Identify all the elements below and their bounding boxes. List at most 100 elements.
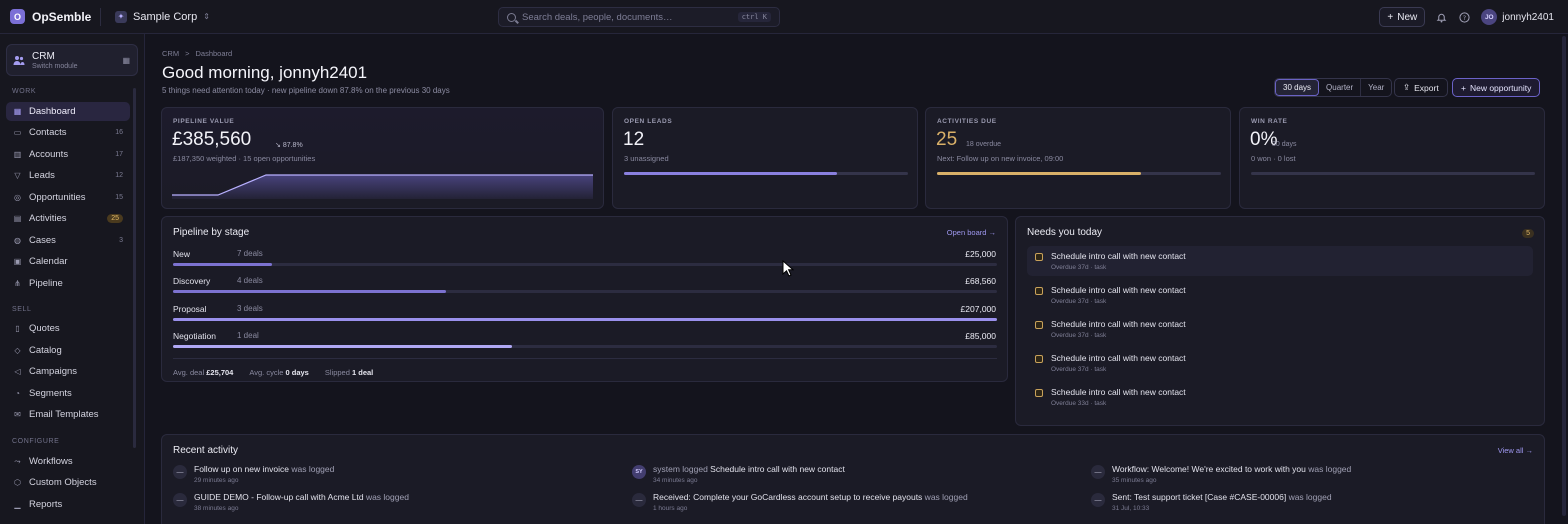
breadcrumb-crm[interactable]: CRM — [162, 49, 180, 58]
activity-item[interactable]: — GUIDE DEMO - Follow-up call with Acme … — [173, 492, 409, 512]
bell-icon[interactable] — [1435, 11, 1448, 24]
stat-avg-cycle: Avg. cycle 0 days — [249, 368, 309, 377]
open-board-link[interactable]: Open board → — [946, 228, 996, 237]
activity-suffix: was logged — [288, 464, 335, 474]
activity-title: Schedule intro call with new contact — [710, 464, 845, 474]
lifebuoy-icon: ◍ — [14, 236, 21, 245]
sidebar-item-custom-objects[interactable]: ⬡ Custom Objects — [6, 473, 130, 492]
sidebar-item-activities[interactable]: ▤ Activities 25 — [6, 209, 130, 228]
activity-title: Follow up on new invoice — [194, 464, 289, 474]
export-button[interactable]: ⇪ Export — [1394, 78, 1448, 97]
stage-bar-track — [173, 345, 997, 348]
kpi-win-rate[interactable]: WIN RATE 0% 30 days 0 won · 0 lost — [1239, 107, 1545, 209]
activity-item[interactable]: — Received: Complete your GoCardless acc… — [632, 492, 968, 512]
stage-bar-track — [173, 318, 997, 321]
module-subtitle: Switch module — [32, 62, 78, 70]
mouse-cursor-icon — [782, 260, 794, 277]
help-icon[interactable]: ? — [1458, 11, 1471, 24]
recent-activity-card: Recent activity View all → — Follow up o… — [161, 434, 1545, 524]
sidebar-item-segments[interactable]: ◔ Segments — [6, 384, 130, 403]
top-actions: + New ? JO jonnyh2401 — [1379, 7, 1554, 27]
stat-label: Avg. deal — [173, 368, 205, 377]
sidebar-item-label: Campaigns — [29, 366, 78, 377]
sidebar-item-leads[interactable]: ▽ Leads 12 — [6, 166, 130, 185]
sidebar-item-workflows[interactable]: ⤳ Workflows — [6, 452, 130, 471]
dashboard-icon: ▦ — [13, 107, 22, 116]
kpi-sub: 3 unassigned — [624, 154, 669, 163]
sidebar-item-calendar[interactable]: ▣ Calendar — [6, 252, 130, 271]
sidebar-item-dashboard[interactable]: ▦ Dashboard — [6, 102, 130, 121]
task-title: Schedule intro call with new contact — [1051, 387, 1186, 397]
sidebar: CRM Switch module ▦ WORK ▦ Dashboard ▭ C… — [0, 34, 145, 524]
kpi-pipeline-value[interactable]: PIPELINE VALUE £385,560 ↘ 87.8% £187,350… — [161, 107, 604, 209]
task-icon — [1035, 253, 1043, 261]
activity-time: 35 minutes ago — [1112, 477, 1157, 484]
sidebar-item-count: 12 — [115, 172, 123, 179]
range-30-days[interactable]: 30 days — [1275, 79, 1320, 96]
task-item[interactable]: Schedule intro call with new contact Over… — [1027, 280, 1533, 310]
task-item[interactable]: Schedule intro call with new contact Over… — [1027, 246, 1533, 276]
task-item[interactable]: Schedule intro call with new contact Over… — [1027, 382, 1533, 412]
activity-item[interactable]: — Sent: Test support ticket [Case #CASE-… — [1091, 492, 1332, 512]
sidebar-item-count: 25 — [107, 214, 123, 223]
activity-item[interactable]: SY system logged Schedule intro call wit… — [632, 464, 845, 484]
view-all-link[interactable]: View all → — [1497, 446, 1533, 455]
activity-title: Workflow: Welcome! We're excited to work… — [1112, 464, 1306, 474]
stat-value: 1 deal — [351, 368, 374, 377]
activity-item[interactable]: — Follow up on new invoice was logged 29 … — [173, 464, 334, 484]
sidebar-item-label: Reports — [29, 499, 63, 510]
chevron-updown-icon: ⇕ — [203, 12, 210, 21]
pipeline-stats: Avg. deal £25,704 Avg. cycle 0 days Slip… — [173, 368, 373, 377]
new-opportunity-button[interactable]: + New opportunity — [1452, 78, 1541, 97]
sidebar-item-opportunities[interactable]: ◎ Opportunities 15 — [6, 188, 130, 207]
stage-amount: £207,000 — [960, 304, 996, 314]
sidebar-item-label: Quotes — [29, 323, 60, 334]
task-icon — [1035, 287, 1043, 295]
mail-icon: ✉ — [14, 410, 21, 419]
kpi-open-leads[interactable]: OPEN LEADS 12 3 unassigned — [612, 107, 918, 209]
sidebar-item-cases[interactable]: ◍ Cases 3 — [6, 231, 130, 250]
stage-bar-fill — [173, 290, 446, 293]
kpi-activities-due[interactable]: ACTIVITIES DUE 25 18 overdue Next: Follo… — [925, 107, 1231, 209]
kpi-overdue: 18 overdue — [966, 141, 1002, 148]
range-year[interactable]: Year — [1368, 83, 1385, 92]
sidebar-item-quotes[interactable]: ▯ Quotes — [6, 319, 130, 338]
module-switcher[interactable]: CRM Switch module ▦ — [6, 44, 138, 76]
kpi-period: 30 days — [1272, 141, 1297, 148]
activity-text: Workflow: Welcome! We're excited to work… — [1112, 464, 1351, 474]
workspace-switcher[interactable]: ✦ Sample Corp ⇕ — [109, 8, 216, 26]
sidebar-scrollbar[interactable] — [133, 88, 136, 448]
search-placeholder: Search deals, people, documents… — [522, 11, 673, 23]
people-icon — [13, 54, 25, 66]
section-label-configure: CONFIGURE — [12, 438, 60, 445]
sidebar-item-email-templates[interactable]: ✉ Email Templates — [6, 405, 130, 424]
sparkline — [172, 174, 593, 199]
range-quarter[interactable]: Quarter — [1319, 79, 1362, 96]
app-logo[interactable]: O OpSemble — [10, 9, 96, 24]
sidebar-item-campaigns[interactable]: ◁ Campaigns — [6, 362, 130, 381]
sidebar-item-label: Dashboard — [29, 106, 76, 117]
activity-item[interactable]: — Workflow: Welcome! We're excited to wo… — [1091, 464, 1351, 484]
task-item[interactable]: Schedule intro call with new contact Over… — [1027, 314, 1533, 344]
user-name: jonnyh2401 — [1502, 11, 1554, 23]
global-search[interactable]: Search deals, people, documents… ctrl K — [498, 7, 780, 27]
clipboard-icon: ▤ — [13, 214, 22, 223]
activity-icon: — — [1091, 493, 1105, 507]
task-item[interactable]: Schedule intro call with new contact Over… — [1027, 348, 1533, 378]
task-icon — [1035, 355, 1043, 363]
user-menu[interactable]: JO jonnyh2401 — [1481, 9, 1554, 25]
kpi-sub: 0 won · 0 lost — [1251, 154, 1296, 163]
task-meta: Overdue 37d · task — [1051, 298, 1107, 305]
module-title: CRM — [32, 50, 55, 62]
sidebar-item-contacts[interactable]: ▭ Contacts 16 — [6, 123, 130, 142]
sidebar-item-pipeline[interactable]: ⋔ Pipeline — [6, 274, 130, 293]
new-button[interactable]: + New — [1379, 7, 1426, 27]
breadcrumb-current: Dashboard — [195, 49, 233, 58]
card-title: Recent activity — [173, 445, 239, 456]
main-scrollbar[interactable] — [1562, 36, 1566, 516]
sidebar-item-accounts[interactable]: ▥ Accounts 17 — [6, 145, 130, 164]
sidebar-item-catalog[interactable]: ◇ Catalog — [6, 341, 130, 360]
activity-title: GUIDE DEMO - Follow-up call with Acme Lt… — [194, 492, 364, 502]
stage-deals: 7 deals — [237, 249, 263, 258]
sidebar-item-reports[interactable]: ▁ Reports — [6, 495, 130, 514]
